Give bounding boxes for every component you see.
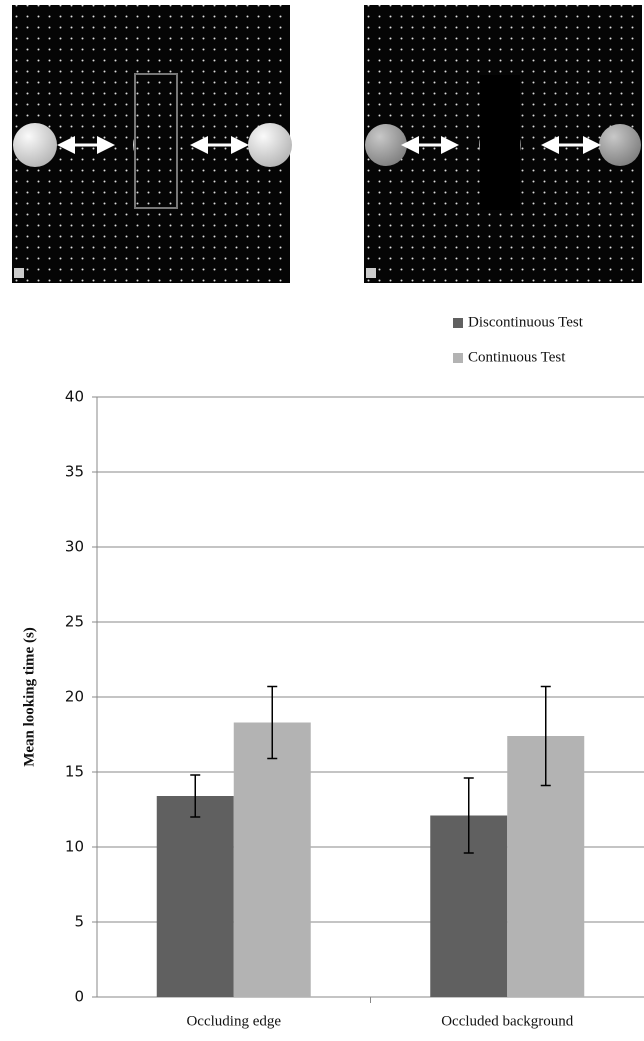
y-tick-label: 25	[65, 613, 84, 631]
legend-label: Continuous Test	[468, 349, 566, 365]
bar	[233, 722, 311, 997]
x-tick-label: Occluded background	[441, 1013, 574, 1029]
y-tick-label: 10	[65, 838, 84, 856]
y-tick-label: 5	[74, 913, 84, 931]
y-tick-label: 35	[65, 463, 84, 481]
legend-label: Discontinuous Test	[468, 314, 584, 330]
y-tick-label: 20	[65, 688, 84, 706]
y-tick-label: 40	[65, 388, 84, 406]
y-axis-label: Mean looking time (s)	[21, 627, 37, 767]
stimulus-panel-edge	[12, 5, 292, 283]
legend-swatch	[453, 318, 463, 328]
bar	[156, 796, 234, 997]
stimulus-panel-background	[364, 5, 642, 283]
y-tick-label: 30	[65, 538, 84, 556]
y-tick-label: 0	[74, 988, 84, 1006]
x-tick-label: Occluding edge	[186, 1013, 281, 1029]
y-tick-label: 15	[65, 763, 84, 781]
legend-swatch	[453, 353, 463, 363]
